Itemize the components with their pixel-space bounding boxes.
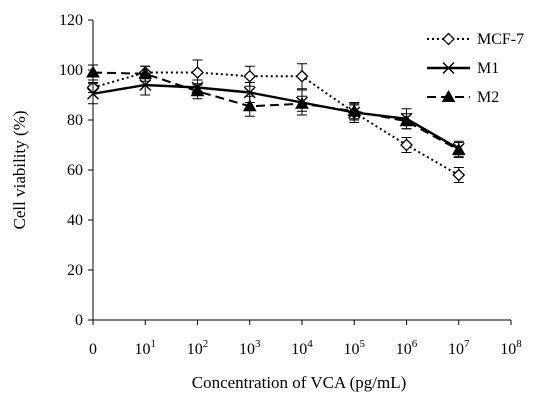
x-tick-exponent: 7 <box>464 338 470 350</box>
x-tick-exponent: 6 <box>412 338 418 350</box>
x-tick-label: 105 <box>344 338 366 358</box>
data-point <box>86 65 100 78</box>
series-line <box>92 71 460 151</box>
data-point <box>87 87 99 100</box>
y-axis-title: Cell viability (%) <box>10 111 29 230</box>
series-m2 <box>86 64 466 158</box>
x-tick-exponent: 4 <box>307 338 313 350</box>
x-tick-label: 0 <box>89 341 97 358</box>
data-point <box>347 104 362 117</box>
x-tick-label: 102 <box>187 338 209 358</box>
x-ticks: 0 101 102 103 104 105 106 107 108 <box>89 320 522 358</box>
x-tick-exponent: 5 <box>360 338 366 350</box>
legend-item: M2 <box>427 89 499 106</box>
data-point <box>242 99 257 112</box>
x-tick-base: 10 <box>448 341 464 358</box>
x-tick-exponent: 2 <box>203 338 209 350</box>
marker-stroke <box>87 87 99 100</box>
data-point <box>190 84 205 97</box>
y-tick-label: 40 <box>67 212 83 229</box>
legend-marker <box>442 62 455 74</box>
marker-stroke <box>442 62 455 74</box>
data-point <box>295 69 309 83</box>
series-line <box>92 83 460 150</box>
x-tick-exponent: 1 <box>151 338 157 350</box>
legend-label: M2 <box>477 89 499 106</box>
x-tick-base: 10 <box>500 341 516 358</box>
legend-label: M1 <box>477 60 499 77</box>
x-tick-exponent: 3 <box>255 338 261 350</box>
x-tick-base: 10 <box>135 341 151 358</box>
y-tick-label: 120 <box>59 12 83 29</box>
x-tick-base: 10 <box>396 341 412 358</box>
x-tick-base: 10 <box>187 341 203 358</box>
data-point <box>451 142 466 155</box>
y-tick-label: 0 <box>75 312 83 329</box>
x-tick-label: 101 <box>135 338 157 358</box>
x-tick-label: 108 <box>500 338 522 358</box>
data-point <box>138 66 153 79</box>
x-tick-exponent: 8 <box>516 338 522 350</box>
legend-marker <box>441 89 456 102</box>
x-tick-base: 10 <box>239 341 255 358</box>
legend-item: MCF-7 <box>427 31 524 48</box>
data-point <box>295 96 309 109</box>
y-tick-label: 60 <box>67 162 83 179</box>
x-axis-title: Concentration of VCA (pg/mL) <box>192 373 407 392</box>
legend: MCF-7 M1 M2 <box>427 31 524 106</box>
y-tick-label: 80 <box>67 112 83 129</box>
x-tick-base: 0 <box>89 341 97 358</box>
legend-marker <box>442 32 455 46</box>
x-tick-base: 10 <box>291 341 307 358</box>
legend-item: M1 <box>427 60 499 77</box>
x-tick-label: 107 <box>448 338 470 358</box>
x-tick-label: 106 <box>396 338 418 358</box>
y-tick-label: 100 <box>59 62 83 79</box>
x-tick-label: 104 <box>291 338 313 358</box>
series-line <box>92 71 460 176</box>
legend-label: MCF-7 <box>477 31 524 48</box>
data-point <box>400 138 413 152</box>
y-tick-label: 20 <box>67 262 83 279</box>
data-point <box>452 168 466 182</box>
data-point <box>243 69 257 83</box>
series <box>86 59 466 183</box>
x-tick-label: 103 <box>239 338 261 358</box>
y-ticks: 0 20 40 60 80 100 120 <box>59 12 93 329</box>
data-point <box>399 114 414 127</box>
x-tick-base: 10 <box>344 341 360 358</box>
data-point <box>191 66 204 79</box>
